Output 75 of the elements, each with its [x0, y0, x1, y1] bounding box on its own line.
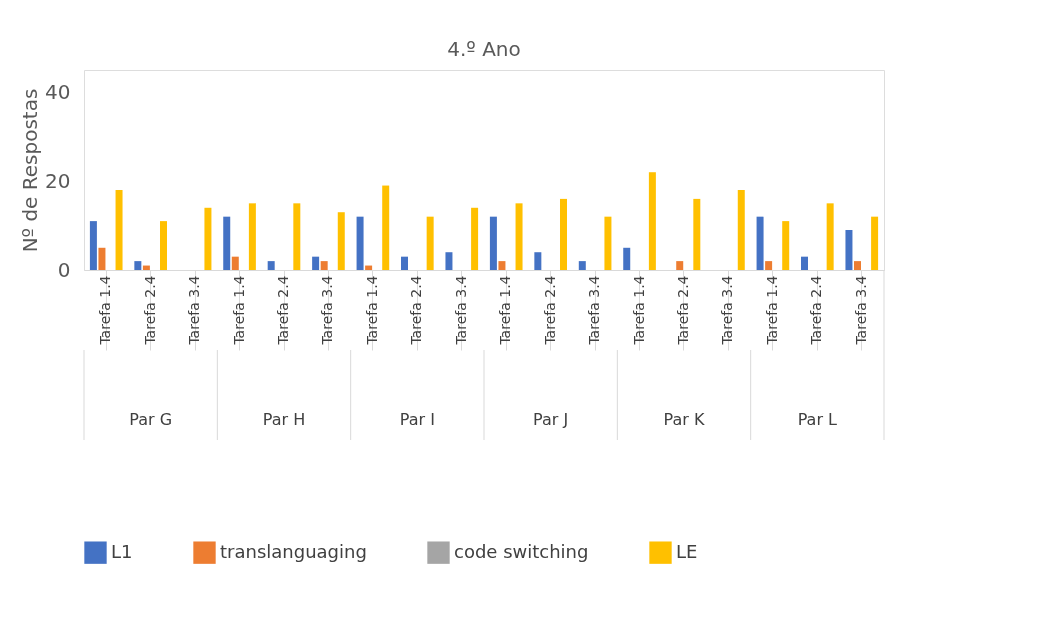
y-tick-label: 20: [45, 168, 71, 193]
x-tick-label: Tarefa 2.4: [408, 275, 425, 346]
bar: [426, 216, 434, 270]
bar: [445, 252, 453, 270]
bar: [248, 203, 256, 270]
bar: [231, 256, 239, 270]
bar: [623, 247, 631, 270]
text: Par J: [533, 410, 569, 429]
x-tick-label: Tarefa 1.4: [230, 275, 247, 346]
x-tick-label: Tarefa 3.4: [586, 275, 603, 346]
x-tick-label: Tarefa 2.4: [275, 275, 291, 346]
bar: [826, 203, 834, 270]
legend-label: code switching: [454, 540, 589, 562]
bar: [115, 190, 123, 270]
x-tick-label: Tarefa 1.4: [630, 275, 647, 346]
bar: [845, 230, 853, 270]
x-tick-label: Tarefa 1.4: [363, 275, 380, 346]
x-tick-label: Tarefa 3.4: [452, 275, 469, 346]
bar: [204, 207, 212, 270]
bar: [471, 207, 479, 270]
bar: [365, 265, 373, 270]
x-tick-label: Tarefa 1.4: [497, 275, 514, 346]
legend-label: L1: [111, 540, 133, 562]
y-tick-label: 0: [57, 257, 71, 282]
bar: [801, 256, 809, 270]
x-tick-label: Tarefa 3.4: [186, 275, 203, 346]
bar: [515, 203, 523, 270]
x-tick-label: Tarefa 2.4: [141, 275, 158, 346]
bar: [267, 261, 275, 270]
bar: [578, 261, 586, 270]
y-axis-title: Nº de Respostas: [18, 88, 43, 253]
bar: [534, 252, 542, 270]
bar: [604, 216, 612, 270]
bar: [765, 261, 773, 270]
bar: [142, 265, 150, 270]
legend-label: LE: [676, 540, 698, 562]
bar: [648, 172, 656, 270]
bar: [401, 256, 409, 270]
bar: [382, 185, 390, 270]
bar: [559, 198, 567, 270]
bar: [854, 261, 861, 270]
text: Par L: [797, 410, 838, 429]
bar: [320, 261, 328, 270]
text: Par K: [663, 410, 705, 429]
x-tick-label: Tarefa 3.4: [719, 275, 736, 346]
bar: [737, 190, 745, 270]
x-tick-label: Tarefa 2.4: [541, 275, 558, 346]
bar: [98, 247, 106, 270]
bar: [782, 221, 790, 270]
bar: [223, 216, 231, 270]
bar: [871, 216, 879, 270]
bar: [676, 261, 684, 270]
x-tick-label: Tarefa 2.4: [808, 275, 825, 346]
text: Par G: [129, 410, 173, 429]
bar: [312, 256, 320, 270]
legend-label: translanguaging: [220, 540, 367, 562]
text: Par I: [399, 410, 435, 429]
bar: [356, 216, 364, 270]
bar: [293, 203, 301, 270]
bar: [756, 216, 764, 270]
bar: [134, 261, 142, 270]
x-tick-label: Tarefa 1.4: [763, 275, 780, 346]
y-tick-label: 40: [45, 79, 71, 104]
bar: [693, 198, 701, 270]
x-tick-label: Tarefa 3.4: [319, 275, 336, 346]
x-tick-label: Tarefa 1.4: [97, 275, 114, 346]
bar: [89, 221, 97, 270]
bar: [489, 216, 497, 270]
x-tick-label: Tarefa 2.4: [675, 275, 691, 346]
x-tick-label: Tarefa 3.4: [852, 275, 869, 346]
bar: [498, 261, 506, 270]
text: Par H: [262, 410, 306, 429]
bar: [159, 221, 167, 270]
chart-title: 4.º Ano: [447, 37, 521, 61]
bar: [337, 212, 345, 270]
